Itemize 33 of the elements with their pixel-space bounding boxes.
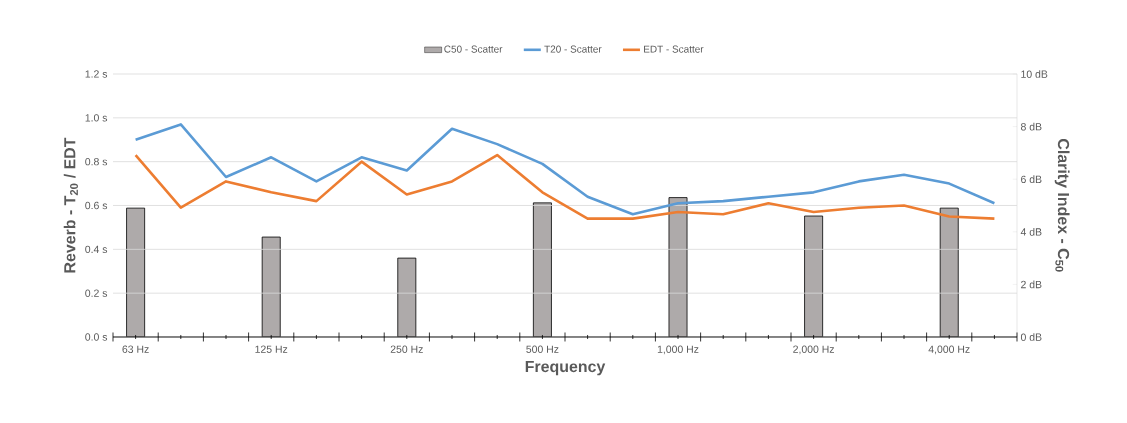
- y-tick-label: 0.4 s: [85, 245, 108, 254]
- bar: [804, 216, 823, 337]
- bar: [126, 208, 145, 337]
- x-tick-label: 63 Hz: [122, 345, 149, 353]
- y-tick-label: 1.2 s: [85, 70, 108, 78]
- line-series: [134, 123, 996, 216]
- y2-tick-label: 4 dB: [1020, 227, 1042, 236]
- legend-label: T20 - Scatter: [544, 45, 602, 53]
- y-tick-label: 0.0 s: [85, 333, 108, 341]
- y2-axis-title: Clarity Index - C$_{50}$: [1054, 139, 1070, 272]
- y-axis-title: Reverb - T$_{20}$ / EDT: [63, 137, 78, 273]
- y-tick-label: 0.2 s: [85, 289, 108, 297]
- y2-tick-label: 8 dB: [1020, 122, 1042, 131]
- y2-tick-label: 10 dB: [1021, 70, 1048, 78]
- y2-tick-label: 0 dB: [1020, 333, 1042, 341]
- bar: [262, 237, 281, 337]
- x-tick-label: 250 Hz: [390, 345, 423, 353]
- x-axis-title: Frequency: [525, 361, 606, 376]
- x-tick-label: 125 Hz: [255, 345, 288, 353]
- y-tick-label: 1.0 s: [85, 114, 108, 122]
- y-tick-label: 0.8 s: [85, 157, 108, 166]
- bar: [533, 202, 552, 337]
- legend-label: C50 - Scatter: [444, 45, 503, 53]
- bar: [397, 258, 416, 337]
- legend-label: EDT - Scatter: [644, 45, 704, 53]
- y-tick-label: 0.6 s: [85, 201, 108, 210]
- y2-tick-label: 2 dB: [1021, 280, 1042, 289]
- x-tick-label: 1,000 Hz: [657, 345, 699, 355]
- x-tick-label: 4,000 Hz: [928, 345, 970, 355]
- x-tick-label: 500 Hz: [526, 345, 559, 353]
- y2-tick-label: 6 dB: [1021, 175, 1042, 184]
- x-tick-label: 2,000 Hz: [793, 345, 834, 355]
- line-series: [134, 153, 996, 220]
